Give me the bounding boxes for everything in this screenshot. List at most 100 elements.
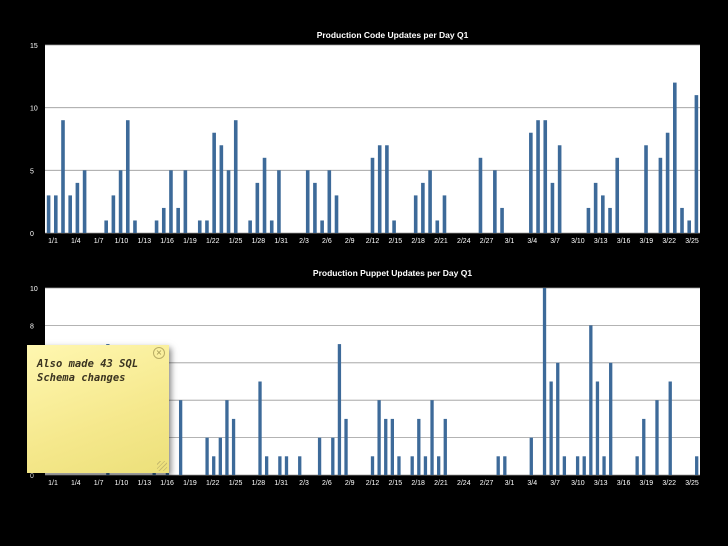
- bar: [226, 170, 231, 233]
- x-tick-label: 1/25: [229, 238, 243, 245]
- resize-grip-icon[interactable]: [157, 461, 167, 471]
- bar: [390, 418, 394, 475]
- x-tick-label: 2/12: [366, 480, 380, 487]
- x-tick-label: 2/21: [434, 238, 448, 245]
- bar: [536, 120, 540, 233]
- x-tick-label: 1/28: [252, 480, 266, 487]
- bar: [673, 82, 677, 233]
- x-tick-label: 3/22: [662, 238, 676, 245]
- bar: [586, 207, 591, 233]
- x-tick-label: 2/27: [480, 238, 494, 245]
- y-tick-label: 0: [30, 473, 34, 480]
- bar: [233, 120, 238, 233]
- bar: [543, 120, 548, 233]
- bar: [212, 132, 216, 233]
- bar: [377, 145, 382, 233]
- bar: [595, 381, 600, 475]
- bar: [384, 418, 388, 475]
- bar: [385, 145, 389, 233]
- x-tick-label: 1/13: [137, 480, 151, 487]
- x-tick-label: 1/16: [160, 480, 174, 487]
- bar: [635, 456, 639, 475]
- sticky-note[interactable]: × Also made 43 SQL Schema changes: [27, 345, 169, 473]
- bar: [104, 220, 108, 233]
- bar: [575, 456, 580, 475]
- y-tick-label: 5: [30, 168, 34, 175]
- x-tick-label: 2/6: [322, 480, 332, 487]
- bar: [154, 220, 159, 233]
- x-tick-label: 2/12: [366, 238, 380, 245]
- bar: [687, 220, 691, 233]
- bar: [377, 400, 381, 475]
- sticky-note-text: Also made 43 SQL Schema changes: [37, 358, 139, 384]
- x-tick-label: 3/25: [685, 238, 699, 245]
- bar: [197, 220, 202, 233]
- chart-1: 0 5 10 15 1/1 1/4 1/7 1/10 1/13 1/16 1/19 1/22 1/25 1…: [30, 30, 700, 245]
- x-tick-label: 1/13: [137, 238, 151, 245]
- x-tick-label: 3/4: [527, 238, 537, 245]
- bar: [205, 220, 209, 233]
- x-tick-label: 3/1: [505, 480, 515, 487]
- x-tick-label: 1/4: [71, 238, 81, 245]
- bar: [392, 220, 396, 233]
- bar: [421, 182, 425, 233]
- bar: [305, 170, 310, 233]
- bar: [609, 362, 613, 475]
- bar: [549, 381, 553, 475]
- x-tick-label: 1/31: [274, 480, 288, 487]
- x-tick-label: 2/6: [322, 238, 332, 245]
- bar: [178, 400, 183, 475]
- bar: [397, 456, 401, 475]
- bar: [277, 170, 281, 233]
- bar: [225, 400, 229, 475]
- bar: [161, 207, 166, 233]
- x-tick-label: 3/10: [571, 238, 585, 245]
- bar: [320, 220, 324, 233]
- bar: [423, 456, 428, 475]
- bar: [264, 456, 269, 475]
- bar: [493, 170, 497, 233]
- bar: [219, 145, 224, 233]
- bar: [370, 157, 375, 233]
- close-icon[interactable]: ×: [153, 347, 165, 359]
- bar: [428, 170, 432, 233]
- chart-title: Production Code Updates per Day Q1: [317, 30, 469, 40]
- bar: [334, 195, 339, 233]
- bar: [442, 195, 447, 233]
- bar: [231, 418, 236, 475]
- bar: [169, 170, 173, 233]
- x-tick-label: 1/10: [115, 480, 129, 487]
- bar: [212, 456, 216, 475]
- x-tick-label: 3/10: [571, 480, 585, 487]
- bar: [658, 157, 663, 233]
- bar: [75, 182, 80, 233]
- bar: [437, 456, 441, 475]
- bar: [496, 456, 500, 475]
- x-tick-label: 3/7: [550, 480, 560, 487]
- x-tick-label: 2/15: [389, 238, 403, 245]
- x-tick-label: 1/4: [71, 480, 81, 487]
- x-tick-label: 1/22: [206, 238, 220, 245]
- y-tick-label: 10: [30, 106, 38, 113]
- bar: [327, 170, 332, 233]
- x-tick-label: 3/19: [640, 238, 654, 245]
- x-tick-label: 2/24: [457, 480, 471, 487]
- bar: [46, 195, 51, 233]
- x-tick-label: 3/22: [662, 480, 676, 487]
- x-tick-label: 3/19: [640, 480, 654, 487]
- bar: [183, 170, 188, 233]
- bar: [601, 195, 605, 233]
- x-tick-label: 2/3: [299, 480, 309, 487]
- x-tick-label: 2/27: [480, 480, 494, 487]
- bar: [642, 418, 646, 475]
- bar: [694, 95, 699, 233]
- bar: [589, 325, 593, 475]
- bar: [417, 418, 421, 475]
- bar: [248, 220, 252, 233]
- x-tick-label: 3/4: [527, 480, 537, 487]
- bar: [284, 456, 289, 475]
- bar: [644, 145, 648, 233]
- bar: [68, 195, 72, 233]
- x-tick-label: 1/31: [274, 238, 288, 245]
- bar: [269, 220, 274, 233]
